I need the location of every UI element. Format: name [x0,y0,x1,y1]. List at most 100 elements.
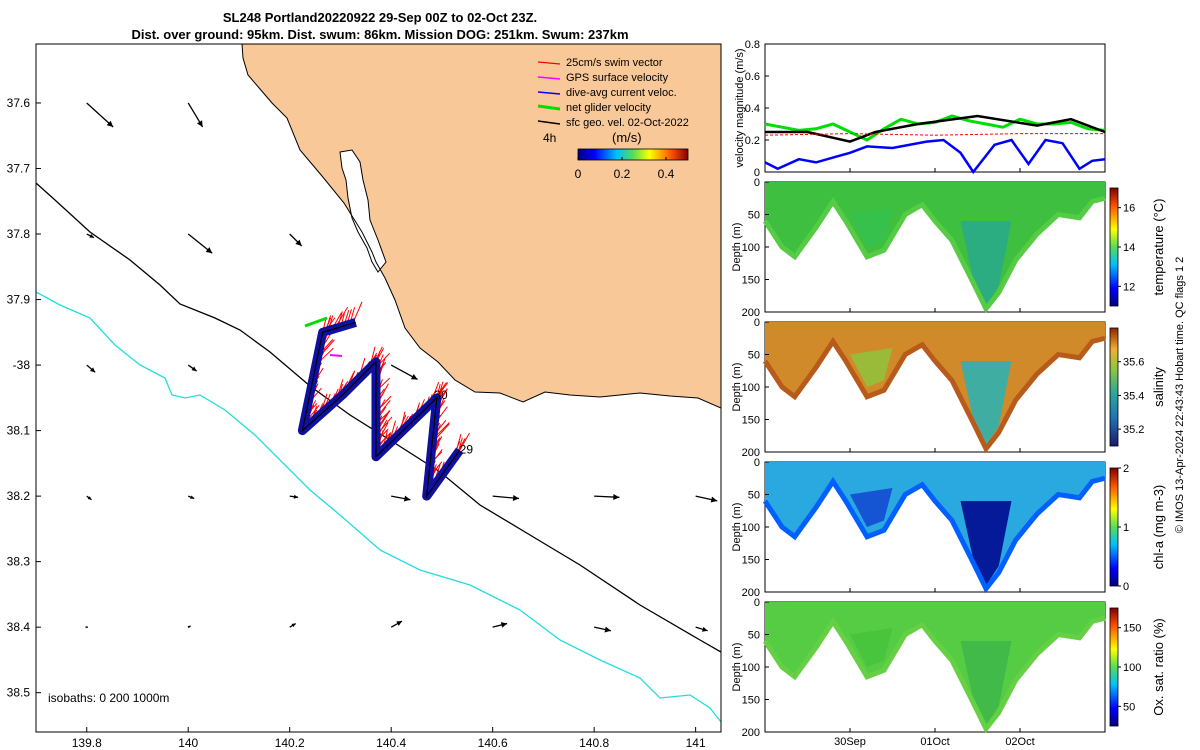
map-colorbar-title: (m/s) [612,130,642,145]
legend-current: dive-avg current veloc. [566,87,677,99]
velocity-ytick-label: 0 [754,167,760,179]
map-ytick-label: 37.8 [7,227,31,241]
colorbar-tick-label: 35.6 [1123,357,1144,369]
velocity-ylabel: velocity magnitude (m/s) [734,48,746,167]
mid-water-patch [850,488,893,527]
time-tick-label: 01Oct [920,736,949,748]
geo-vector [391,495,411,502]
colorbar-tick-label: 35.2 [1123,424,1144,436]
legend-gps-line [537,76,561,80]
map-xtick-label: 140 [178,736,198,750]
profile-edge [762,615,1106,734]
section-colorbar [1109,327,1119,447]
velocity-line [765,114,1106,143]
map-ytick-label: 37.7 [7,161,31,175]
profile-edge [762,195,1106,314]
map-xtick-label: 140.6 [478,736,508,750]
geo-vector [187,625,191,629]
map-colorbar-tick-label: 0 [575,167,582,181]
section-oxygen-saturation: 0 50 100 150 200 Depth (m) 50 100 150 Ox. sat. ra… [731,597,1166,739]
velocity-ytick-label: 0.2 [745,135,760,147]
deep-water-patch [960,641,1012,726]
legend-swim-line [537,61,561,65]
land-mass [242,44,721,408]
title-line-1: SL248 Portland20220922 29-Sep 00Z to 02-… [223,10,537,25]
track-centerline [301,321,461,499]
geo-vector [86,495,92,501]
section-colorbar [1109,607,1119,727]
legend-geo-line [537,120,561,125]
colorbar-tick-label: 2 [1123,463,1129,475]
map-ytick-label: 37.9 [7,293,31,307]
section-fill [765,462,1105,589]
geo-vector [187,495,195,500]
map-xtick-label: 140.2 [275,736,305,750]
velocity-ytick-label: 0.4 [745,103,760,115]
geo-vector [86,364,96,373]
geo-vector [187,364,198,372]
colorbar-tick-label: 14 [1123,242,1135,254]
depth-tick-label: 200 [742,587,760,599]
map-xtick-label: 140.4 [376,736,406,750]
map-colorbar-ticks: 0 0.2 0.4 [575,157,675,181]
depth-ylabel: Depth (m) [731,223,743,272]
section-colorbar [1109,187,1119,307]
imos-credit: © IMOS 13-Apr-2024 22:43:43 Hobart time.… [1174,257,1186,534]
section-salinity: 0 50 100 150 200 Depth (m) 35.2 35.4 35.6 salinit… [731,317,1166,459]
map-colorbar-tick-label: 0.2 [614,167,631,181]
legend-swim: 25cm/s swim vector [566,57,663,69]
depth-tick-label: 100 [742,382,760,394]
lake [339,149,387,273]
time-axis: 30Sep 01Oct 02Oct [834,168,1035,748]
depth-tick-label: 200 [742,307,760,319]
map-legend: 25cm/s swim vector GPS surface velocity … [537,57,689,181]
depth-tick-label: 0 [754,177,760,189]
map-axis-ticks: 139.8 140 140.2 140.4 140.6 140.8 141 37.6 37.7 3… [7,96,706,750]
map-ytick-label: 38.4 [7,620,31,634]
geo-vector [187,102,204,128]
title-line-2: Dist. over ground: 95km. Dist. swum: 86k… [131,27,628,42]
geo-velocity-vectors [85,102,718,633]
deep-water-patch [960,501,1012,586]
map-xtick-label: 140.8 [579,736,609,750]
profile-edge [762,475,1106,594]
profile-edge [762,335,1106,454]
velocity-axes [764,43,1106,173]
map-ytick-label: 38.5 [7,686,31,700]
colorbar-label: chl-a (mg m-3) [1151,485,1166,570]
depth-tick-label: 50 [748,630,760,642]
depth-tick-label: 0 [754,317,760,329]
deep-water-patch [960,361,1012,446]
colorbar-tick-label: 0 [1123,581,1129,593]
geo-vector [289,623,297,628]
depth-tick-label: 100 [742,242,760,254]
depth-tick-label: 100 [742,662,760,674]
geo-vector [695,495,718,503]
map-xtick-label: 139.8 [72,736,102,750]
velocity-y-ticks: 0 0.2 0.4 0.6 0.8 [745,39,769,179]
colorbar-tick-label: 12 [1123,281,1135,293]
gps-surface-velocity-arrow [329,354,343,357]
colorbar-label: salinity [1151,367,1166,407]
section-colorbar [1109,467,1119,587]
depth-tick-label: 150 [742,275,760,287]
colorbar-tick-label: 100 [1123,662,1141,674]
legend-current-line [537,91,561,95]
depth-tick-label: 150 [742,555,760,567]
legend-net-line [537,104,561,111]
geo-vector [695,626,708,632]
geo-vector [594,626,612,633]
mid-water-patch [850,348,893,387]
net-glider-velocity-arrow [304,316,328,328]
isobath-legend: isobaths: 0 200 1000m [48,691,169,705]
depth-tick-label: 150 [742,415,760,427]
map-ytick-label: 37.6 [7,96,31,110]
isobath-1000m [36,291,721,723]
geo-vector [390,620,403,628]
velocity-series [764,114,1106,175]
section-fill [765,602,1105,729]
figure-title: SL248 Portland20220922 29-Sep 00Z to 02-… [131,10,628,42]
legend-interval: 4h [543,131,556,145]
